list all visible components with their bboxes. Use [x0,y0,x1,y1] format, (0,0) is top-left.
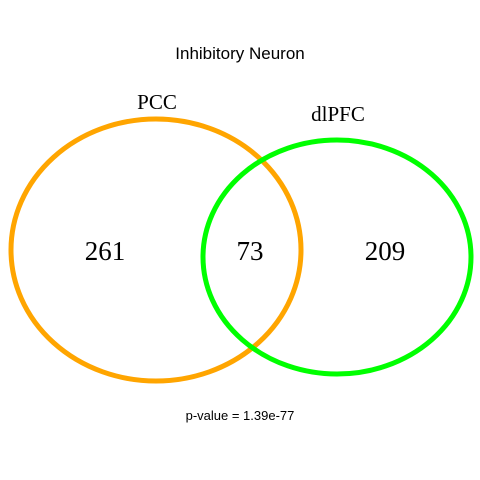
pvalue-label: p-value = 1.39e-77 [186,408,295,423]
set-label-pcc: PCC [137,90,177,114]
set-circle-dlpfc [200,137,474,377]
count-dlpfc-only: 209 [365,236,406,266]
diagram-title: Inhibitory Neuron [175,44,304,63]
count-overlap: 73 [237,236,264,266]
set-label-dlpfc: dlPFC [311,102,365,126]
set-circle-pcc [8,116,304,384]
count-pcc-only: 261 [85,236,126,266]
